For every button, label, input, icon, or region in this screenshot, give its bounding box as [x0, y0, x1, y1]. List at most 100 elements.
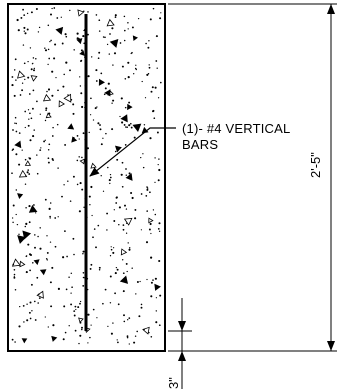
aggregate-triangle — [76, 38, 83, 45]
aggregate-triangle — [14, 140, 22, 149]
aggregate-dot — [99, 128, 102, 131]
aggregate-dot — [98, 51, 101, 54]
aggregate-dot — [109, 33, 111, 35]
aggregate-triangle — [21, 338, 28, 344]
aggregate-dot — [54, 217, 57, 219]
rebar-callout-line1: (1)- #4 VERTICAL — [182, 121, 291, 136]
aggregate-dot — [87, 75, 90, 78]
aggregate-dot — [128, 247, 131, 249]
aggregate-dot — [158, 324, 161, 327]
aggregate-dot — [57, 216, 59, 218]
aggregate-dot — [56, 17, 59, 19]
aggregate-dot — [27, 169, 30, 171]
aggregate-dot — [158, 230, 161, 232]
aggregate-dot — [18, 233, 20, 235]
aggregate-dot — [57, 287, 60, 290]
aggregate-dot — [124, 106, 127, 109]
aggregate-dot — [37, 302, 39, 304]
aggregate-dot — [63, 305, 66, 308]
aggregate-dot — [81, 156, 83, 159]
aggregate-dot — [44, 49, 48, 52]
aggregate-dot — [13, 268, 16, 271]
aggregate-dot — [121, 259, 124, 261]
aggregate-dot — [25, 207, 27, 209]
aggregate-dot — [57, 89, 59, 92]
aggregate-dot — [98, 266, 101, 269]
aggregate-dot — [44, 47, 46, 49]
aggregate-dot — [83, 29, 85, 32]
aggregate-dot — [95, 80, 98, 82]
aggregate-dot — [25, 255, 28, 257]
aggregate-dot — [89, 336, 91, 339]
aggregate-dot — [116, 339, 118, 341]
aggregate-dot — [46, 90, 48, 93]
aggregate-dot — [80, 59, 83, 62]
aggregate-dot — [122, 228, 125, 231]
aggregate-dot — [102, 36, 105, 38]
aggregate-triangle — [28, 204, 38, 213]
aggregate-dot — [89, 267, 92, 270]
aggregate-dot — [79, 85, 82, 87]
aggregate-triangle — [45, 112, 52, 119]
aggregate-dot — [18, 163, 21, 166]
aggregate-dot — [79, 182, 82, 185]
aggregate-dot — [113, 52, 117, 55]
aggregate-dot — [26, 319, 29, 322]
aggregate-dot — [49, 215, 51, 218]
aggregate-dot — [150, 256, 153, 259]
aggregate-dot — [18, 132, 21, 134]
aggregate-dot — [49, 202, 52, 204]
aggregate-dot — [27, 124, 30, 127]
aggregate-triangle — [36, 290, 44, 299]
aggregate-dot — [62, 338, 65, 341]
aggregate-dot — [119, 42, 122, 44]
aggregate-dot — [80, 92, 83, 95]
aggregate-dot — [35, 58, 37, 60]
aggregate-dot — [70, 303, 73, 306]
aggregate-dot — [146, 210, 148, 212]
aggregate-dot — [73, 253, 75, 256]
aggregate-dot — [51, 7, 53, 10]
aggregate-dot — [28, 221, 31, 224]
aggregate-dot — [23, 26, 26, 29]
aggregate-dot — [115, 202, 118, 204]
aggregate-dot — [15, 79, 17, 81]
aggregate-dot — [90, 97, 92, 100]
aggregate-dot — [66, 255, 68, 258]
aggregate-dot — [154, 157, 156, 159]
aggregate-dot — [114, 150, 117, 153]
aggregate-dot — [142, 153, 144, 155]
aggregate-dot — [21, 89, 24, 92]
aggregate-dot — [29, 301, 32, 304]
aggregate-dot — [81, 188, 84, 191]
aggregate-dot — [48, 143, 51, 146]
aggregate-dot — [30, 68, 33, 71]
aggregate-dot — [65, 35, 68, 38]
aggregate-dot — [73, 49, 75, 51]
aggregate-triangle — [42, 93, 52, 102]
aggregate-dot — [49, 13, 53, 16]
aggregate-dot — [68, 276, 70, 278]
aggregate-dot — [78, 156, 80, 158]
aggregate-dot — [47, 157, 50, 160]
aggregate-triangle — [58, 100, 65, 108]
aggregate-dot — [103, 93, 106, 96]
aggregate-dot — [27, 60, 29, 63]
aggregate-dot — [125, 232, 128, 234]
aggregate-dot — [47, 88, 51, 91]
aggregate-dot — [32, 89, 35, 92]
aggregate-dot — [134, 335, 137, 337]
aggregate-dot — [82, 132, 85, 135]
aggregate-dot — [108, 179, 111, 182]
aggregate-dot — [125, 168, 127, 170]
aggregate-triangle — [125, 173, 133, 181]
aggregate-dot — [125, 208, 128, 210]
aggregate-dot — [77, 306, 80, 309]
aggregate-dot — [154, 213, 157, 216]
aggregate-dot — [90, 185, 93, 189]
aggregate-dot — [149, 191, 151, 194]
aggregate-dot — [97, 122, 100, 125]
aggregate-dot — [23, 30, 25, 32]
aggregate-dot — [29, 112, 31, 115]
